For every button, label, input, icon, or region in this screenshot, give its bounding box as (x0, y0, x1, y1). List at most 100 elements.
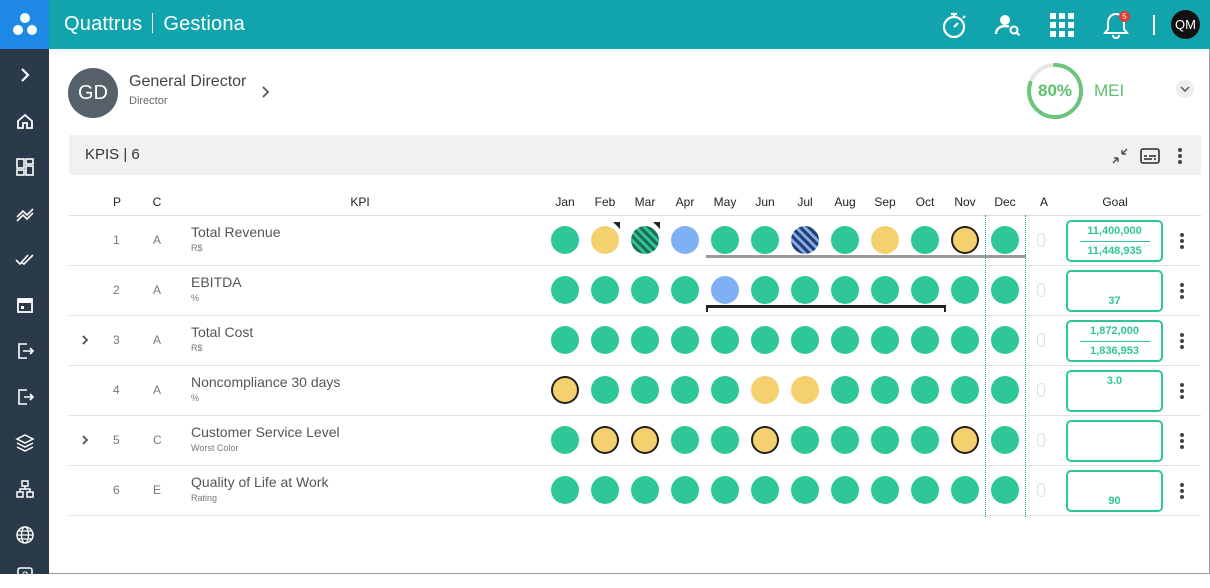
goal-box[interactable] (1066, 420, 1163, 462)
sidebar-expand[interactable] (0, 52, 49, 98)
status-dot-may[interactable] (711, 376, 739, 404)
status-dot-apr[interactable] (671, 276, 699, 304)
row-menu-button[interactable] (1179, 282, 1185, 300)
status-dot-jul[interactable] (791, 376, 819, 404)
status-dot-nov[interactable] (951, 326, 979, 354)
sidebar-item-dashboard[interactable] (0, 144, 49, 190)
status-dot-nov[interactable] (951, 226, 979, 254)
status-dot-jun[interactable] (751, 276, 779, 304)
status-dot-jan[interactable] (551, 376, 579, 404)
status-dot-jun[interactable] (751, 426, 779, 454)
status-dot-apr[interactable] (671, 476, 699, 504)
status-dot-oct[interactable] (911, 476, 939, 504)
status-dot-jun[interactable] (751, 476, 779, 504)
status-dot-aug[interactable] (831, 426, 859, 454)
collapse-button[interactable] (1109, 145, 1131, 167)
sidebar-item-logout[interactable] (0, 374, 49, 420)
status-dot-sep[interactable] (871, 326, 899, 354)
status-dot-jan[interactable] (551, 476, 579, 504)
row-menu-button[interactable] (1179, 382, 1185, 400)
status-dot-sep[interactable] (871, 276, 899, 304)
sidebar-item-hierarchy[interactable] (0, 466, 49, 512)
status-dot-mar[interactable] (631, 276, 659, 304)
profile-chevron[interactable] (259, 85, 271, 104)
status-dot-nov[interactable] (951, 476, 979, 504)
sidebar-item-trends[interactable] (0, 190, 49, 236)
attachment-icon[interactable] (1037, 483, 1045, 497)
section-menu-button[interactable] (1169, 145, 1191, 167)
attachment-icon[interactable] (1037, 433, 1045, 447)
kpi-name[interactable]: Customer Service Level (191, 424, 340, 440)
status-dot-feb[interactable] (591, 276, 619, 304)
status-dot-nov[interactable] (951, 376, 979, 404)
kpi-row[interactable]: 5 C Customer Service Level Worst Color (69, 416, 1201, 466)
status-dot-sep[interactable] (871, 226, 899, 254)
kpi-name[interactable]: Total Cost (191, 324, 254, 340)
goal-box[interactable]: 1,872,000 1,836,953 (1066, 320, 1163, 362)
app-logo[interactable] (0, 0, 49, 49)
sidebar-item-home[interactable] (0, 98, 49, 144)
status-dot-dec[interactable] (991, 226, 1019, 254)
status-dot-mar[interactable] (631, 426, 659, 454)
status-dot-jul[interactable] (791, 326, 819, 354)
expand-row-button[interactable] (80, 433, 92, 447)
status-dot-nov[interactable] (951, 426, 979, 454)
row-menu-button[interactable] (1179, 432, 1185, 450)
status-dot-sep[interactable] (871, 426, 899, 454)
status-dot-dec[interactable] (991, 476, 1019, 504)
goal-box[interactable]: 3.0 (1066, 370, 1163, 412)
attachment-icon[interactable] (1037, 283, 1045, 297)
status-dot-jun[interactable] (751, 326, 779, 354)
status-dot-may[interactable] (711, 226, 739, 254)
sidebar-item-approvals[interactable] (0, 236, 49, 282)
status-dot-mar[interactable] (631, 326, 659, 354)
status-dot-feb[interactable] (591, 226, 619, 254)
sidebar-item-login[interactable] (0, 328, 49, 374)
kpi-row[interactable]: 1 A Total Revenue R$ 11,400,000 11,448,935 (69, 216, 1201, 266)
status-dot-may[interactable] (711, 326, 739, 354)
status-dot-oct[interactable] (911, 226, 939, 254)
status-dot-aug[interactable] (831, 376, 859, 404)
kpi-name[interactable]: Noncompliance 30 days (191, 374, 341, 390)
kpi-name[interactable]: EBITDA (191, 274, 242, 290)
goal-box[interactable]: 11,400,000 11,448,935 (1066, 220, 1163, 262)
status-dot-oct[interactable] (911, 426, 939, 454)
status-dot-apr[interactable] (671, 226, 699, 254)
status-dot-aug[interactable] (831, 326, 859, 354)
status-dot-jul[interactable] (791, 226, 819, 254)
status-dot-feb[interactable] (591, 376, 619, 404)
status-dot-apr[interactable] (671, 376, 699, 404)
status-dot-oct[interactable] (911, 276, 939, 304)
kpi-row[interactable]: 3 A Total Cost R$ 1,872,000 1,836,953 (69, 316, 1201, 366)
kpi-name[interactable]: Quality of Life at Work (191, 474, 329, 490)
status-dot-aug[interactable] (831, 476, 859, 504)
status-dot-aug[interactable] (831, 276, 859, 304)
goal-box[interactable]: 90 (1066, 470, 1163, 512)
row-menu-button[interactable] (1179, 482, 1185, 500)
expand-row-button[interactable] (80, 333, 92, 347)
status-dot-sep[interactable] (871, 376, 899, 404)
kpi-row[interactable]: 6 E Quality of Life at Work Rating 90 (69, 466, 1201, 516)
status-dot-may[interactable] (711, 426, 739, 454)
status-dot-dec[interactable] (991, 376, 1019, 404)
subtitles-button[interactable] (1139, 145, 1161, 167)
status-dot-mar[interactable] (631, 226, 659, 254)
status-dot-apr[interactable] (671, 426, 699, 454)
apps-button[interactable] (1044, 7, 1080, 43)
attachment-icon[interactable] (1037, 383, 1045, 397)
profile-title[interactable]: General Director (129, 73, 247, 90)
status-dot-dec[interactable] (991, 276, 1019, 304)
sidebar-item-help[interactable]: ? (0, 558, 49, 588)
status-dot-jan[interactable] (551, 326, 579, 354)
attachment-icon[interactable] (1037, 233, 1045, 247)
status-dot-nov[interactable] (951, 276, 979, 304)
status-dot-feb[interactable] (591, 426, 619, 454)
status-dot-oct[interactable] (911, 326, 939, 354)
status-dot-jul[interactable] (791, 276, 819, 304)
row-menu-button[interactable] (1179, 232, 1185, 250)
sidebar-item-calendar[interactable] (0, 282, 49, 328)
status-dot-dec[interactable] (991, 326, 1019, 354)
user-search-button[interactable] (990, 7, 1026, 43)
status-dot-may[interactable] (711, 476, 739, 504)
timer-button[interactable] (936, 7, 972, 43)
